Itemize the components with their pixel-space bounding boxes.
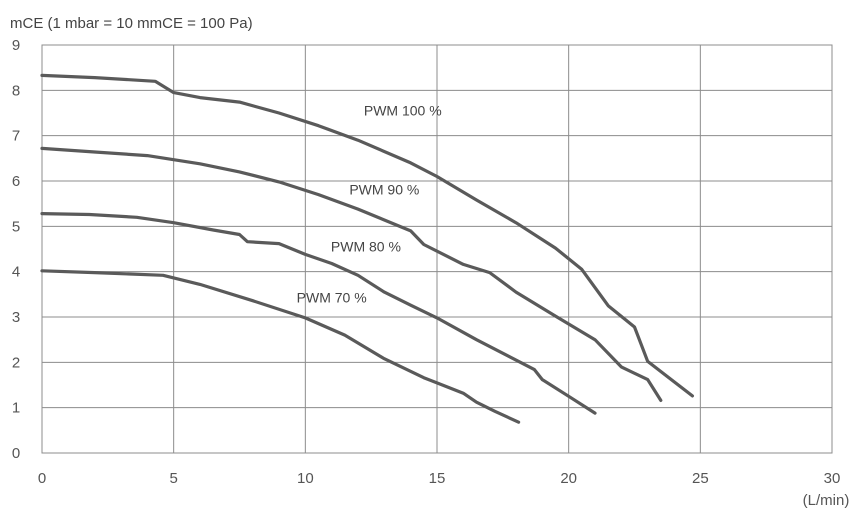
y-tick-label: 4 <box>12 264 20 281</box>
series-labels: PWM 100 % PWM 90 % PWM 80 % PWM 70 % <box>297 102 442 305</box>
x-tick-label: 15 <box>429 470 446 487</box>
y-tick-label: 9 <box>12 37 20 54</box>
x-axis-label: (L/min) <box>803 492 850 509</box>
y-tick-label: 1 <box>12 400 20 417</box>
y-tick-label: 2 <box>12 354 20 371</box>
series-line-80 <box>42 214 595 414</box>
y-tick-label: 8 <box>12 82 20 99</box>
y-tick-label: 3 <box>12 309 20 326</box>
y-tick-label: 7 <box>12 128 20 145</box>
x-tick-label: 30 <box>824 470 841 487</box>
y-tick-label: 5 <box>12 218 20 235</box>
series-label: PWM 100 % <box>364 102 442 118</box>
y-axis-label: mCE (1 mbar = 10 mmCE = 100 Pa) <box>10 15 253 32</box>
series-label: PWM 80 % <box>331 238 401 254</box>
x-tick-label: 5 <box>169 470 177 487</box>
series-line-70 <box>42 271 519 422</box>
series-label: PWM 70 % <box>297 289 367 305</box>
x-tick-label: 0 <box>38 470 46 487</box>
x-tick-label: 20 <box>560 470 577 487</box>
series-label: PWM 90 % <box>349 182 419 198</box>
y-tick-label: 0 <box>12 445 20 462</box>
y-tick-label: 6 <box>12 173 20 190</box>
x-tick-label: 10 <box>297 470 314 487</box>
x-tick-label: 25 <box>692 470 709 487</box>
